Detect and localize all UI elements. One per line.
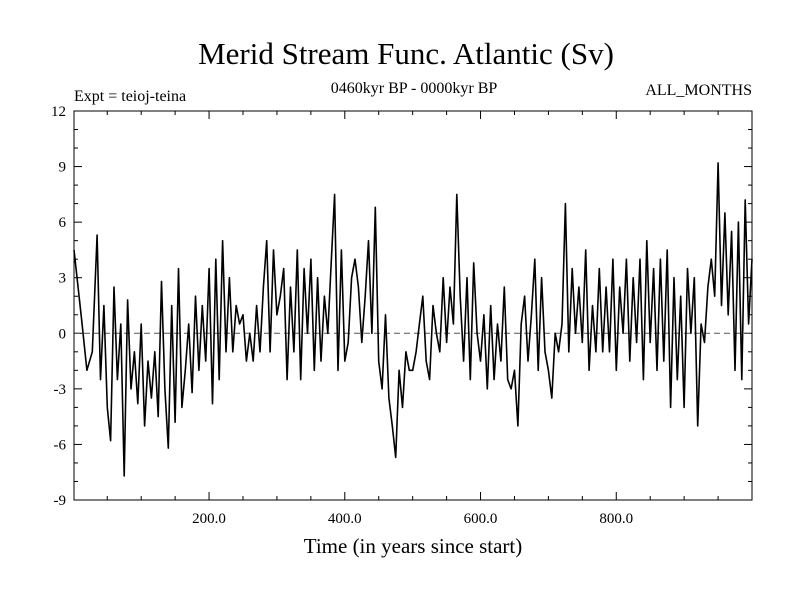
y-tick-label: -6 xyxy=(54,437,67,453)
x-axis-label: Time (in years since start) xyxy=(304,534,523,558)
experiment-label: Expt = teioj-teina xyxy=(74,88,186,105)
x-tick-label: 400.0 xyxy=(328,511,362,527)
y-tick-label: 9 xyxy=(59,160,67,176)
y-tick-label: 12 xyxy=(51,104,66,120)
x-tick-label: 600.0 xyxy=(464,511,498,527)
period-label: 0460kyr BP - 0000kyr BP xyxy=(331,80,498,97)
series-line xyxy=(73,162,753,477)
y-tick-label: -9 xyxy=(54,493,67,509)
x-tick-label: 200.0 xyxy=(192,511,226,527)
months-label: ALL_MONTHS xyxy=(645,82,752,99)
axes: -9 -6 -3 0 3 6 9 12 200.0 400.0 600.0 800.0 xyxy=(51,104,752,527)
y-tick-label: 0 xyxy=(59,326,67,342)
y-tick-label: 3 xyxy=(59,271,67,287)
x-tick-label: 800.0 xyxy=(599,511,633,527)
y-tick-label: 6 xyxy=(59,215,67,231)
plot-frame xyxy=(73,110,753,501)
chart-title: Merid Stream Func. Atlantic (Sv) xyxy=(198,36,614,71)
y-tick-label: -3 xyxy=(54,382,67,398)
